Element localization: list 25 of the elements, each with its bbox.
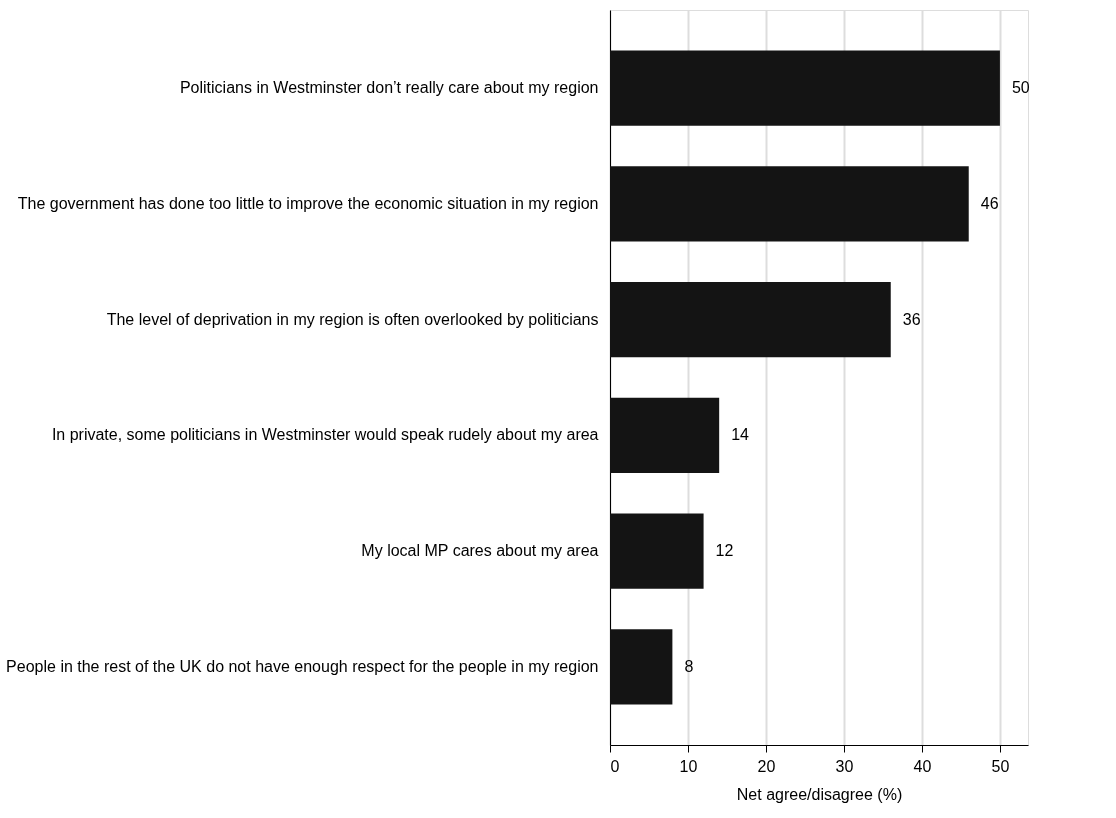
data-label: 8: [684, 657, 694, 675]
y-tick-label: The government has done too little to improve the economic situation in my region: [17, 194, 599, 212]
x-tick-label: 10: [679, 757, 698, 775]
y-tick-label: My local MP cares about my area: [361, 542, 599, 560]
x-tick-label: 50: [991, 757, 1010, 775]
data-label: 50: [1011, 79, 1030, 97]
bar: [610, 397, 720, 473]
x-tick-label: 30: [835, 757, 854, 775]
y-tick-label: People in the rest of the UK do not have enough respect for the people in my region: [6, 657, 599, 675]
x-tick-label: 20: [757, 757, 776, 775]
bar: [610, 282, 891, 358]
y-tick-label: The level of deprivation in my region is often overlooked by politicians: [106, 310, 599, 328]
bar: [610, 513, 704, 589]
data-label: 46: [980, 194, 999, 212]
data-label: 36: [902, 310, 921, 328]
bar: [610, 629, 673, 705]
bar: [610, 50, 1000, 126]
x-axis-title: Net agree/disagree (%): [736, 785, 903, 803]
x-tick-label: 0: [610, 757, 620, 775]
data-label: 14: [731, 426, 750, 444]
y-tick-label: Politicians in Westminster don’t really care about my region: [179, 79, 599, 97]
x-tick-label: 40: [913, 757, 932, 775]
bar: [610, 166, 969, 242]
y-tick-label: In private, some politicians in Westminster would speak rudely about my area: [51, 426, 599, 444]
data-label: 12: [715, 542, 734, 560]
